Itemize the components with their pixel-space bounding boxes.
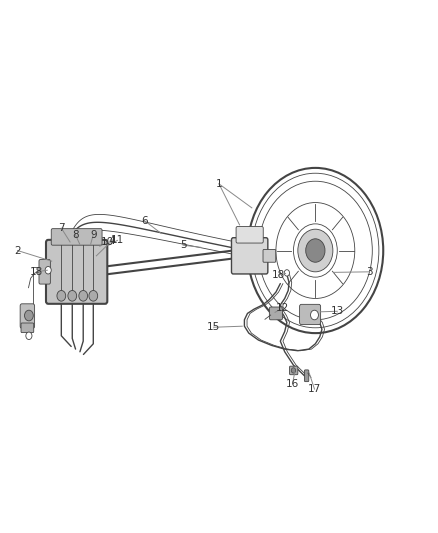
- FancyBboxPatch shape: [304, 370, 309, 382]
- Text: 6: 6: [141, 216, 148, 225]
- Text: 18: 18: [30, 267, 43, 277]
- Circle shape: [68, 290, 77, 301]
- Circle shape: [45, 266, 51, 274]
- Circle shape: [306, 239, 325, 262]
- Circle shape: [79, 290, 88, 301]
- Text: 2: 2: [14, 246, 21, 255]
- Circle shape: [25, 310, 33, 321]
- Circle shape: [57, 290, 66, 301]
- FancyBboxPatch shape: [290, 366, 298, 375]
- FancyBboxPatch shape: [39, 260, 50, 284]
- FancyBboxPatch shape: [20, 304, 35, 328]
- FancyBboxPatch shape: [300, 304, 321, 325]
- Text: 13: 13: [331, 306, 344, 316]
- FancyBboxPatch shape: [21, 323, 34, 333]
- Text: 7: 7: [58, 223, 65, 233]
- Text: 15: 15: [207, 322, 220, 332]
- Circle shape: [311, 310, 318, 320]
- Text: 12: 12: [276, 303, 289, 313]
- Text: 10: 10: [101, 237, 114, 247]
- FancyBboxPatch shape: [46, 240, 107, 304]
- Text: 17: 17: [308, 384, 321, 394]
- Text: 1: 1: [215, 179, 223, 189]
- Text: 9: 9: [90, 230, 97, 239]
- Text: 5: 5: [180, 240, 187, 250]
- Text: 11: 11: [111, 236, 124, 245]
- Text: 3: 3: [366, 267, 373, 277]
- Text: 16: 16: [286, 379, 299, 389]
- FancyBboxPatch shape: [231, 238, 268, 274]
- Circle shape: [284, 270, 290, 276]
- Circle shape: [89, 290, 98, 301]
- FancyBboxPatch shape: [51, 229, 102, 245]
- Text: 8: 8: [72, 230, 79, 239]
- Circle shape: [26, 332, 32, 340]
- FancyBboxPatch shape: [263, 249, 276, 262]
- FancyBboxPatch shape: [269, 307, 283, 320]
- Circle shape: [291, 368, 296, 373]
- Circle shape: [298, 229, 333, 272]
- FancyBboxPatch shape: [236, 227, 263, 243]
- Text: 18: 18: [272, 270, 285, 280]
- Text: 4: 4: [108, 236, 115, 246]
